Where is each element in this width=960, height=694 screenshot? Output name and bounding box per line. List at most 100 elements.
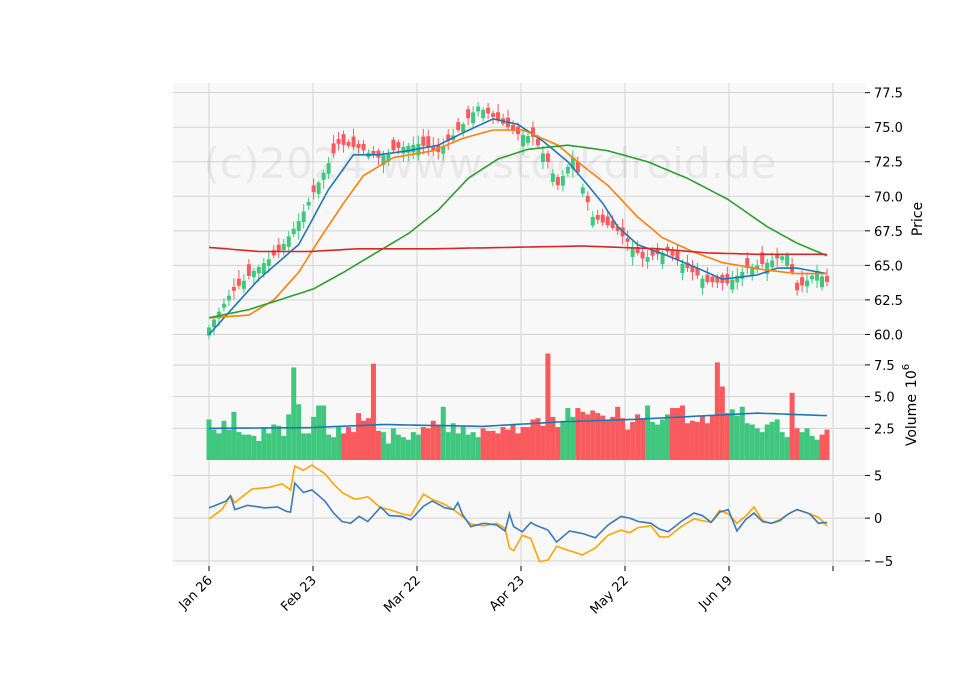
candle-body bbox=[555, 177, 560, 186]
candle-body bbox=[316, 182, 321, 194]
candle-body bbox=[231, 286, 236, 291]
volume-bar bbox=[450, 423, 456, 460]
volume-bar bbox=[540, 425, 546, 460]
candle-body bbox=[486, 107, 491, 114]
candle-body bbox=[730, 279, 735, 290]
candle-body bbox=[286, 236, 291, 247]
candle-body bbox=[351, 136, 356, 147]
candle-body bbox=[795, 282, 800, 291]
volume-bar bbox=[585, 414, 591, 460]
volume-bar bbox=[385, 443, 391, 460]
candle-body bbox=[226, 295, 231, 301]
volume-bar bbox=[490, 430, 496, 460]
candle-body bbox=[775, 254, 780, 259]
candle-body bbox=[640, 251, 645, 259]
candle-body bbox=[645, 257, 650, 262]
volume-bar bbox=[286, 414, 292, 460]
volume-bar bbox=[321, 405, 327, 460]
candle-body bbox=[361, 143, 366, 151]
price-y-tick-label: 62.5 bbox=[874, 294, 903, 309]
candle-body bbox=[371, 151, 376, 156]
candle-body bbox=[700, 278, 705, 288]
volume-bar bbox=[435, 424, 441, 460]
volume-bar bbox=[236, 432, 242, 460]
candle-body bbox=[570, 157, 575, 169]
candle-body bbox=[755, 265, 760, 270]
volume-bar bbox=[565, 408, 571, 460]
volume-bar bbox=[744, 423, 750, 460]
candle-body bbox=[391, 139, 396, 151]
candle-body bbox=[625, 238, 630, 242]
candle-body bbox=[520, 135, 525, 147]
volume-bar bbox=[500, 427, 506, 460]
volume-bar bbox=[729, 409, 735, 460]
volume-bar bbox=[709, 415, 715, 460]
volume-bar bbox=[306, 433, 312, 460]
volume-bar bbox=[256, 440, 262, 460]
candle-body bbox=[446, 134, 451, 142]
price-y-tick-label: 72.5 bbox=[874, 156, 903, 171]
volume-y-tick-label: 2.5 bbox=[874, 422, 895, 437]
candle-body bbox=[301, 211, 306, 223]
candle-body bbox=[590, 217, 595, 226]
candle-body bbox=[461, 124, 466, 132]
candle-body bbox=[670, 249, 675, 256]
candle-body bbox=[680, 263, 685, 273]
volume-bar bbox=[600, 415, 606, 460]
volume-bar bbox=[655, 424, 661, 460]
volume-bar bbox=[311, 416, 317, 460]
candle-body bbox=[346, 142, 351, 146]
volume-bar bbox=[480, 428, 486, 460]
moving-averages bbox=[208, 118, 828, 335]
candle-body bbox=[356, 144, 361, 148]
candle-body bbox=[525, 135, 530, 143]
candle-body bbox=[610, 220, 615, 229]
volume-bar bbox=[794, 428, 800, 460]
volume-bar bbox=[560, 420, 566, 460]
candle-body bbox=[326, 163, 331, 174]
volume-bar bbox=[231, 411, 237, 460]
candle-body bbox=[311, 185, 316, 193]
candle-body bbox=[221, 303, 226, 308]
volume-bar bbox=[724, 413, 730, 460]
price-y-tick-label: 77.5 bbox=[874, 87, 903, 102]
volume-bar bbox=[610, 416, 616, 460]
indicator-line-blue bbox=[208, 481, 828, 544]
volume-bar bbox=[764, 424, 770, 460]
volume-bar bbox=[595, 413, 601, 460]
price-ma-line bbox=[208, 245, 827, 256]
volume-bar bbox=[674, 408, 680, 460]
volume-bar bbox=[206, 419, 212, 460]
volume-bar bbox=[749, 424, 755, 460]
volume-bar bbox=[410, 432, 416, 460]
candle-body bbox=[306, 201, 311, 206]
volume-bar bbox=[550, 416, 556, 460]
volume-bar bbox=[241, 434, 247, 460]
candle-body bbox=[735, 275, 740, 283]
volume-y-tick-label: 7.5 bbox=[874, 359, 895, 374]
candle-body bbox=[256, 267, 261, 274]
candle-body bbox=[585, 195, 590, 203]
candle-body bbox=[545, 153, 550, 162]
candle-body bbox=[580, 187, 585, 194]
volume-y-tick-label: 5.0 bbox=[874, 391, 895, 406]
candle-body bbox=[825, 276, 829, 282]
volume-bar bbox=[251, 435, 257, 460]
volume-bar bbox=[465, 434, 471, 460]
volume-bar bbox=[361, 420, 366, 460]
volume-bar bbox=[296, 404, 302, 460]
candle-body bbox=[615, 226, 620, 231]
candle-body bbox=[540, 153, 545, 163]
volume-bar bbox=[650, 421, 656, 460]
candle-body bbox=[805, 280, 810, 287]
volume-bar bbox=[226, 429, 232, 460]
candle-body bbox=[595, 215, 600, 220]
candle-body bbox=[660, 252, 665, 265]
volume-bar bbox=[246, 434, 252, 460]
volume-bar bbox=[380, 432, 386, 460]
candle-body bbox=[426, 136, 431, 148]
candle-body bbox=[281, 243, 286, 251]
volume-bar bbox=[694, 421, 700, 460]
volume-bar bbox=[261, 427, 267, 460]
candle-body bbox=[261, 263, 266, 274]
